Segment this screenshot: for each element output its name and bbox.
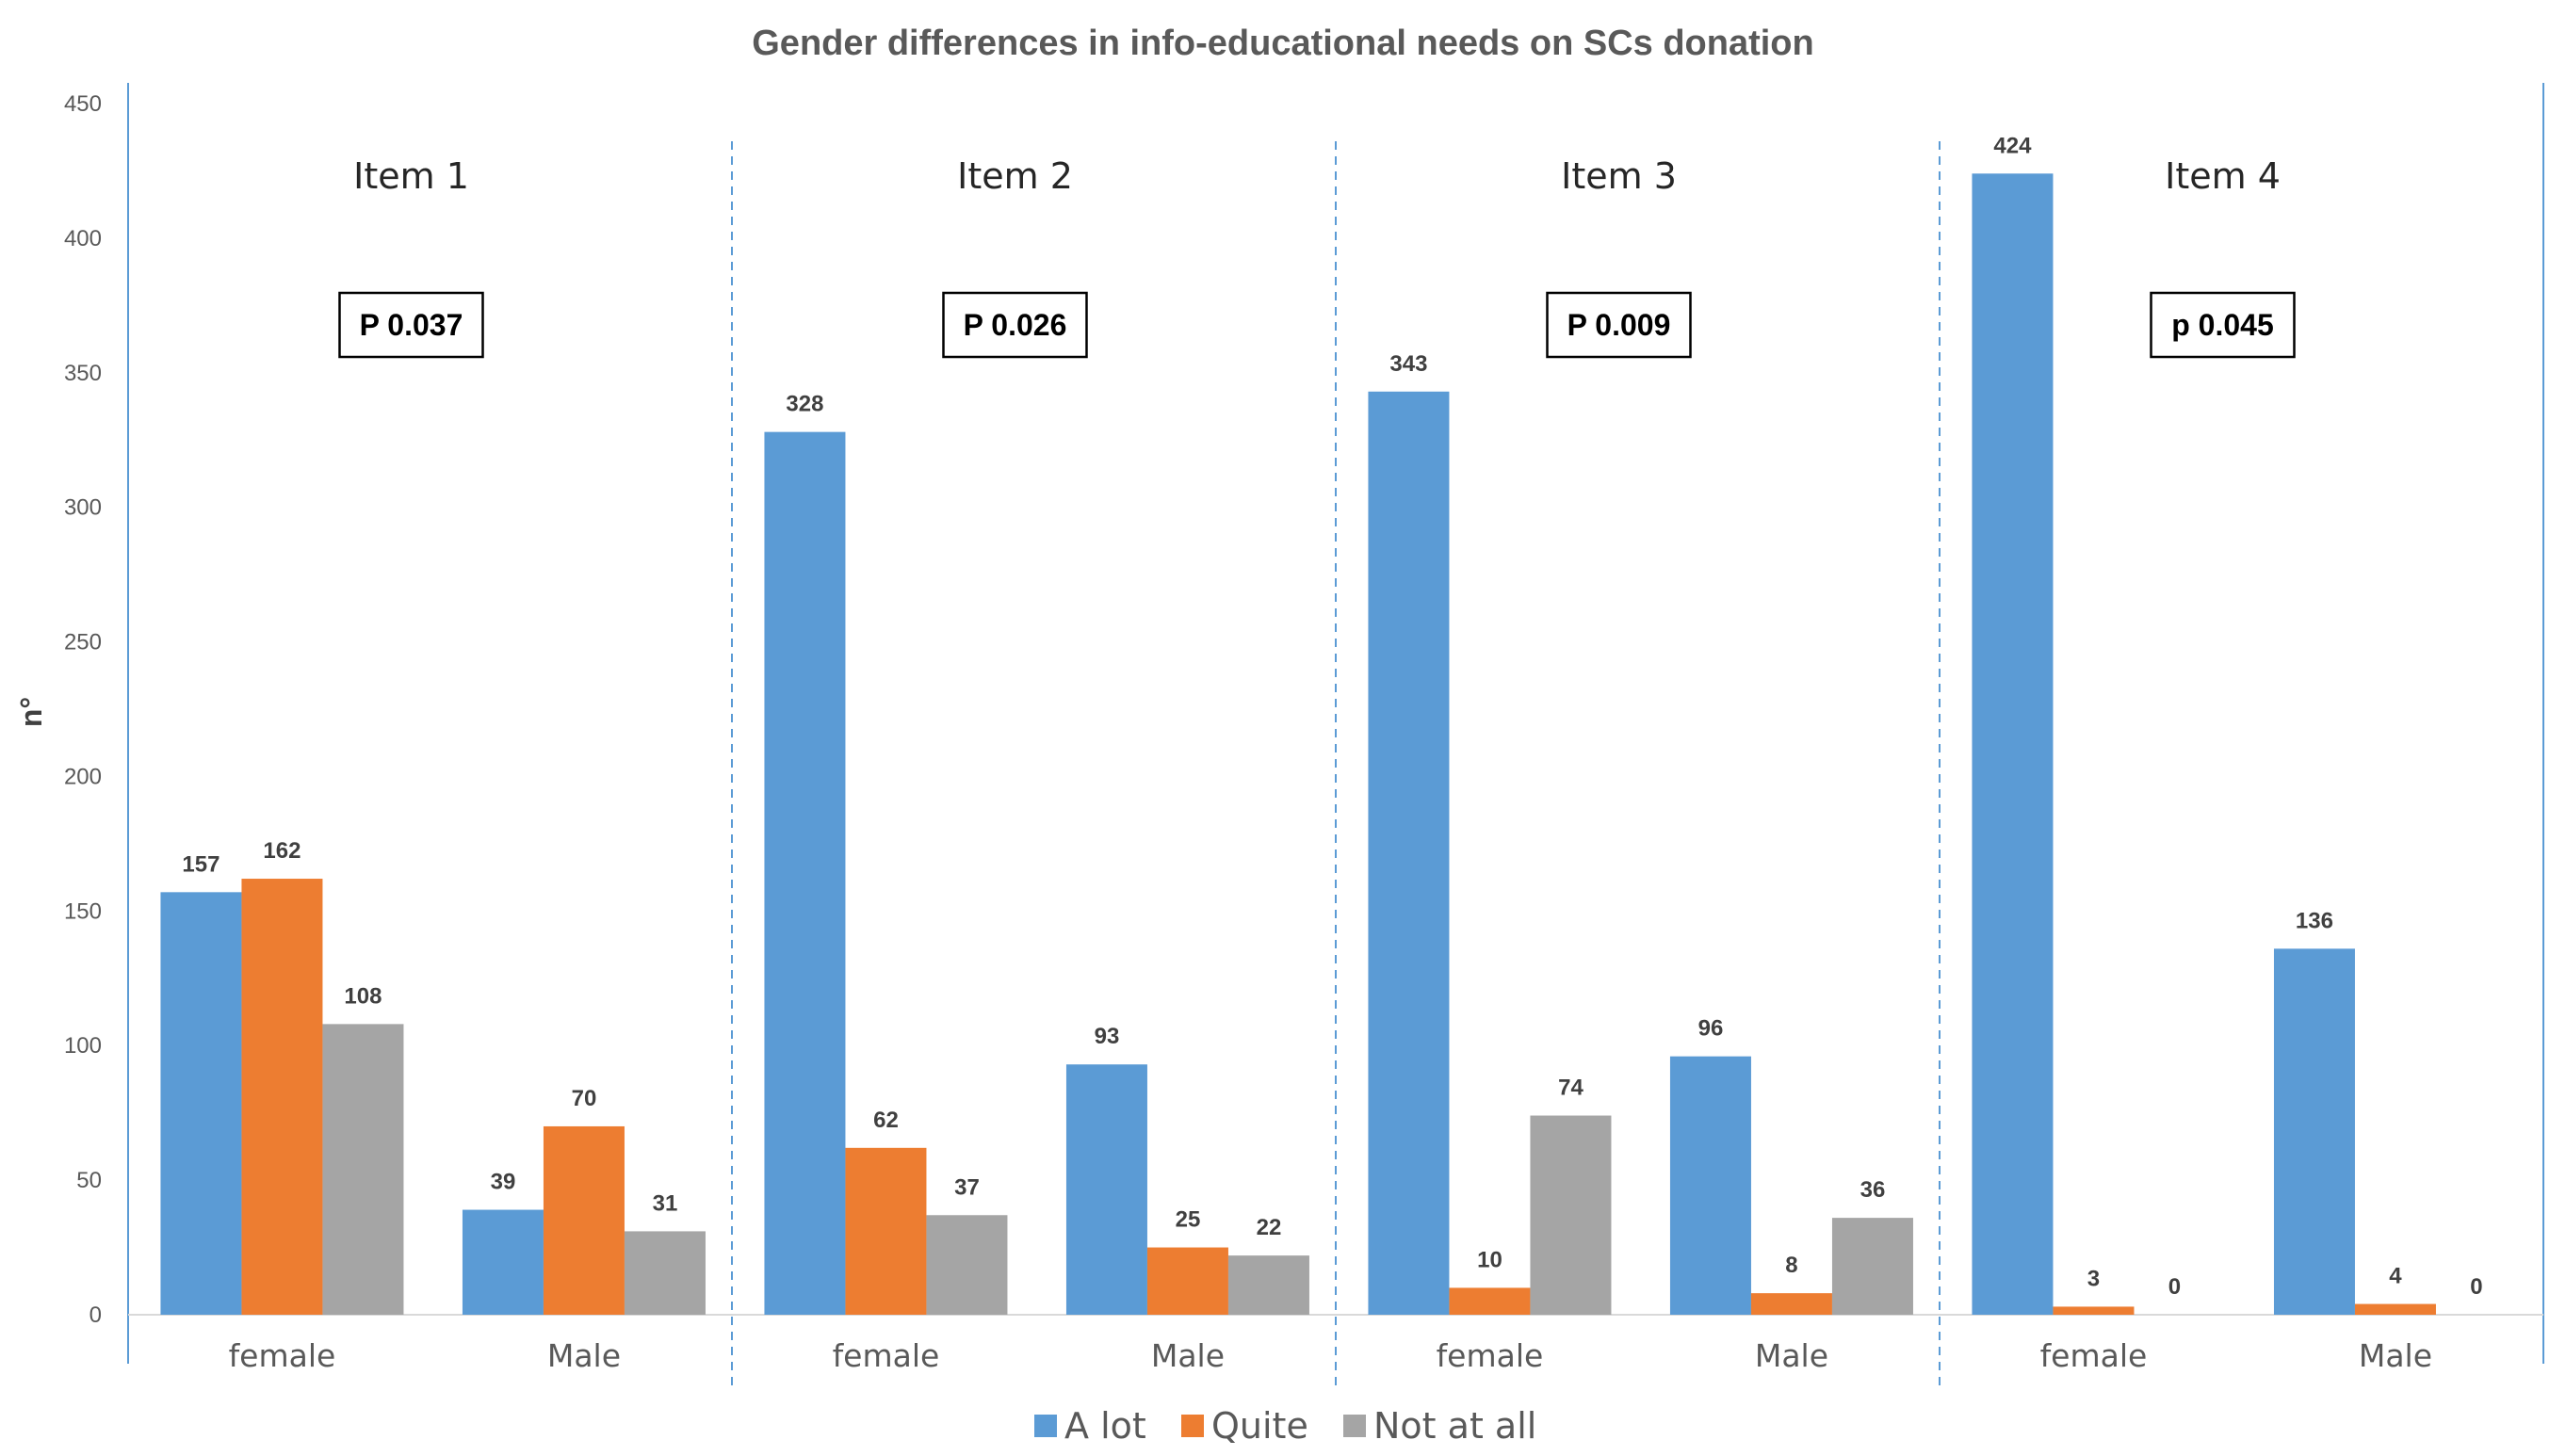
data-label: 22 [1257,1215,1282,1240]
data-label: 8 [1785,1253,1797,1278]
bar-not-at-all [1831,1218,1913,1315]
bar-quite [845,1147,927,1315]
data-label: 4 [2389,1264,2402,1289]
p-value-box [942,291,1088,359]
p-value-label: P 0.026 [964,308,1067,342]
y-tick-label: 300 [64,495,102,521]
data-label: 0 [2168,1274,2181,1300]
x-tick-label: Male [2359,1337,2432,1374]
data-label: 31 [653,1190,678,1216]
panel-title: Item 1 [353,155,469,197]
data-label: 25 [1176,1207,1201,1233]
bar-quite [1449,1287,1531,1315]
y-tick-label: 350 [64,361,102,386]
p-value-box [2150,291,2296,359]
p-value-label: p 0.045 [2171,308,2274,342]
data-label: 96 [1698,1016,1724,1042]
p-value-box [1546,291,1692,359]
bar-a-lot [1065,1064,1147,1315]
data-label: 70 [572,1086,597,1111]
legend-label: A lot [1064,1405,1146,1447]
data-label: 162 [263,838,300,864]
y-tick-label: 450 [64,91,102,117]
data-label: 10 [1477,1247,1502,1272]
data-label: 108 [344,983,382,1009]
x-tick-label: female [229,1337,336,1374]
legend-swatch-not-at-all [1343,1415,1366,1437]
y-tick-label: 0 [89,1302,102,1328]
x-tick-label: Male [547,1337,621,1374]
legend: A lot Quite Not at all [1034,1405,1536,1447]
bar-quite [1146,1247,1228,1315]
bar-a-lot [160,892,242,1315]
bar-not-at-all [1530,1115,1612,1315]
y-tick-label: 100 [64,1033,102,1059]
bar-not-at-all [926,1215,1008,1315]
data-label: 93 [1095,1024,1120,1049]
data-label: 328 [786,392,823,417]
panel-title: Item 3 [1561,155,1677,197]
panel-title: Item 2 [957,155,1073,197]
data-label: 157 [182,851,219,877]
bar-a-lot [1368,391,1450,1315]
bar-a-lot [1972,173,2054,1315]
y-tick-label: 200 [64,764,102,789]
data-label: 3 [2087,1266,2100,1291]
legend-swatch-a-lot [1034,1415,1057,1437]
chart-title: Gender differences in info-educational n… [752,24,1813,63]
x-tick-label: female [2040,1337,2148,1374]
y-axis-label: n° [14,697,48,727]
bar-quite [1750,1293,1832,1315]
data-label: 62 [873,1108,899,1133]
p-value-label: P 0.009 [1567,308,1671,342]
data-label: 36 [1860,1177,1886,1203]
x-tick-label: Male [1151,1337,1225,1374]
panel-title: Item 4 [2165,155,2281,197]
y-tick-label: 150 [64,898,102,924]
legend-label: Not at all [1373,1405,1536,1447]
data-labels: Item 1P 0.037157162108female397031MaleIt… [182,133,2482,1374]
data-label: 37 [954,1174,980,1200]
data-label: 0 [2470,1274,2482,1300]
bar-quite [543,1125,625,1315]
data-label: 74 [1558,1076,1583,1101]
legend-swatch-quite [1181,1415,1204,1437]
y-tick-label: 250 [64,630,102,655]
y-tick-label: 400 [64,226,102,251]
x-tick-label: female [1437,1337,1544,1374]
data-label: 39 [491,1170,516,1195]
bar-quite [241,879,323,1315]
x-tick-label: Male [1755,1337,1828,1374]
bar-a-lot [764,431,846,1315]
bar-a-lot [2273,948,2355,1315]
data-label: 424 [1993,133,2032,158]
bar-not-at-all [1227,1255,1309,1315]
data-label: 343 [1389,351,1427,377]
data-label: 136 [2296,908,2333,933]
legend-label: Quite [1211,1405,1308,1447]
bar-quite [2354,1303,2436,1315]
bar-quite [2053,1306,2135,1315]
bar-not-at-all [322,1024,404,1315]
x-tick-label: female [833,1337,940,1374]
p-value-box [338,291,484,359]
bars [160,173,2436,1315]
p-value-label: P 0.037 [360,308,463,342]
bar-a-lot [462,1209,544,1315]
bar-not-at-all [624,1231,706,1315]
bar-a-lot [1669,1056,1751,1315]
y-tick-label: 50 [76,1168,102,1193]
